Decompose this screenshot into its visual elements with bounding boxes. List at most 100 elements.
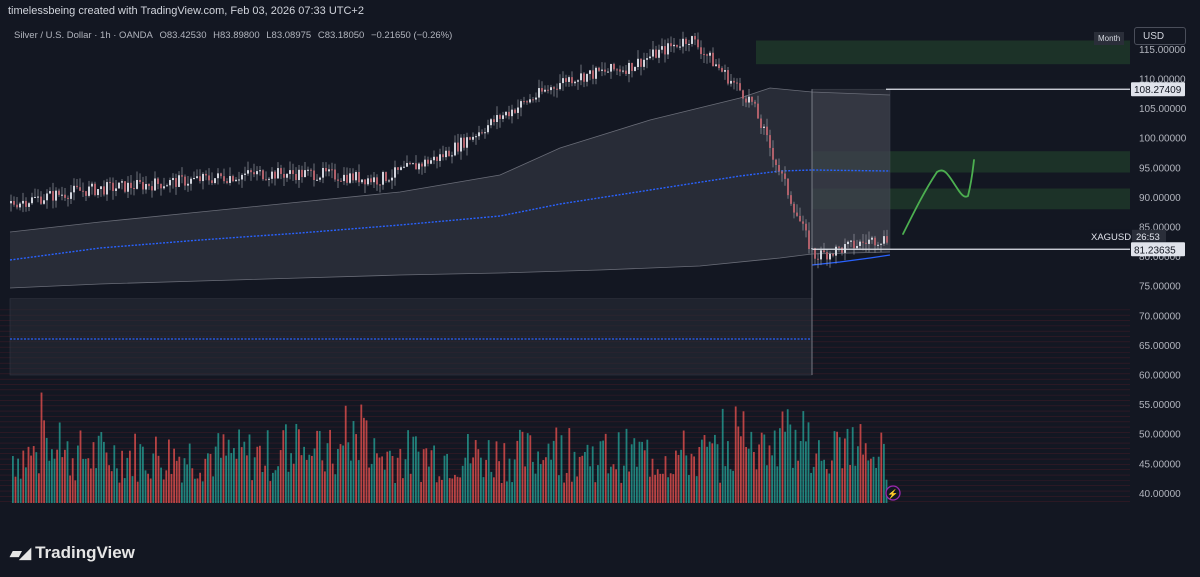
volume-bar	[230, 453, 233, 503]
candle-body	[145, 183, 147, 190]
candle-body	[733, 80, 735, 83]
candle-body	[58, 190, 60, 195]
volume-bar	[56, 449, 58, 503]
candle-body	[604, 69, 606, 72]
candle-body	[421, 163, 423, 167]
volume-bar	[698, 446, 701, 503]
candle-body	[517, 107, 519, 113]
volume-bar	[563, 482, 565, 503]
candle-body	[781, 171, 783, 174]
candle-body	[415, 163, 417, 170]
volume-bar	[144, 470, 147, 503]
volume-bar	[40, 392, 43, 503]
price-tick-label: 70.00000	[1139, 311, 1181, 322]
candle-body	[634, 67, 636, 71]
volume-bar	[662, 473, 664, 503]
volume-bar	[651, 458, 654, 503]
candle-body	[214, 178, 216, 184]
currency-button[interactable]: USD	[1134, 27, 1186, 45]
volume-bar	[799, 440, 802, 503]
candle-body	[49, 191, 51, 194]
candle-body	[106, 182, 108, 195]
volume-bar	[14, 476, 17, 503]
volume-bar	[534, 473, 537, 503]
volume-bar	[485, 459, 487, 503]
candle-body	[148, 183, 150, 187]
candle-body	[436, 156, 438, 161]
price-tick-label: 60.00000	[1139, 371, 1181, 382]
candle-body	[553, 87, 555, 89]
candle-body	[430, 160, 432, 164]
candle-body	[763, 126, 765, 128]
volume-bar	[433, 445, 435, 503]
candle-body	[862, 241, 864, 243]
volume-bar	[331, 463, 334, 503]
volume-bar	[298, 429, 300, 503]
candle-body	[766, 126, 768, 136]
volume-bar	[360, 404, 363, 503]
volume-bar	[74, 480, 77, 503]
candle-body	[358, 172, 360, 183]
candle-body	[712, 52, 714, 67]
chart-area[interactable]: ⚡ 115.00000 110.00000 105.00000 100.00000 95…	[0, 22, 1200, 506]
volume-bar	[152, 453, 155, 503]
volume-bar	[454, 474, 456, 503]
volume-bar	[719, 482, 721, 503]
candle-body	[832, 253, 834, 256]
volume-bar	[287, 471, 290, 503]
volume-bar	[409, 473, 412, 503]
short-average	[811, 254, 891, 266]
candle-body	[223, 176, 225, 182]
volume-bar	[545, 457, 547, 503]
candle-body	[607, 71, 609, 73]
candle-body	[43, 200, 45, 204]
volume-bar	[365, 420, 368, 503]
candle-body	[292, 170, 294, 174]
volume-bar	[779, 428, 781, 503]
candle-body	[682, 38, 684, 47]
candle-body	[103, 186, 105, 195]
volume-bar	[558, 475, 560, 503]
candle-body	[151, 186, 153, 191]
volume-bar	[136, 481, 139, 503]
volume-bar	[339, 444, 342, 503]
candle-body	[34, 196, 36, 198]
candle-body	[820, 250, 822, 260]
candle-body	[730, 80, 732, 84]
candle-body	[262, 170, 264, 180]
volume-bar	[165, 470, 168, 503]
volume-bar	[279, 450, 282, 503]
volume-bar	[695, 476, 698, 503]
volume-bar	[412, 436, 415, 503]
volume-bar	[191, 468, 194, 503]
volume-bar	[711, 443, 714, 503]
volume-bar	[69, 475, 71, 503]
candle-body	[439, 154, 441, 161]
candle-body	[268, 178, 270, 180]
candle-body	[163, 186, 165, 189]
volume-bar	[334, 474, 337, 503]
candle-body	[124, 181, 126, 192]
candle-body	[70, 192, 72, 199]
candle-body	[475, 136, 477, 138]
volume-bar	[677, 454, 680, 503]
lightning-icon: ⚡	[887, 488, 898, 500]
volume-bar	[378, 457, 381, 503]
volume-bar	[859, 424, 862, 503]
volume-bar	[877, 456, 880, 503]
price-chart[interactable]: ⚡ 115.00000 110.00000 105.00000 100.00000 95…	[0, 22, 1200, 506]
candle-body	[67, 197, 69, 199]
legend-high: H83.89800	[213, 30, 260, 41]
volume-bar	[623, 465, 625, 503]
candle-body	[427, 159, 429, 164]
volume-bar	[129, 450, 131, 503]
candle-body	[307, 169, 309, 171]
volume-bar	[235, 458, 238, 503]
candle-body	[82, 190, 84, 192]
volume-bar	[851, 427, 854, 503]
volume-bar	[108, 465, 110, 503]
volume-bar	[870, 458, 872, 503]
volume-bar	[862, 454, 864, 503]
volume-bar	[344, 405, 347, 503]
price-label-bg	[1131, 82, 1185, 97]
